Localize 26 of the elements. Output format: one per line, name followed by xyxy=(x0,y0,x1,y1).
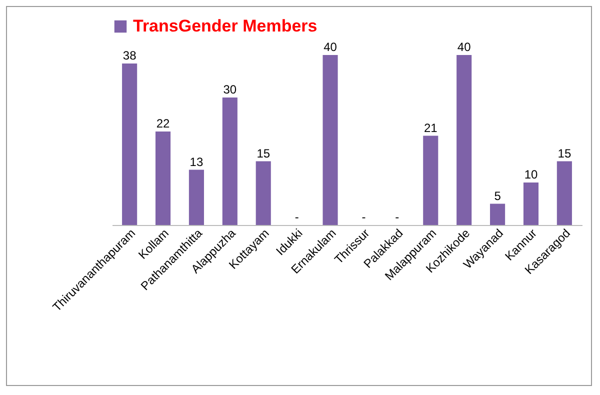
data-label: 38 xyxy=(122,48,137,62)
data-label: 10 xyxy=(524,168,538,182)
data-label: 5 xyxy=(494,188,502,203)
bar xyxy=(456,55,472,225)
data-label: 30 xyxy=(223,82,237,96)
bar xyxy=(188,170,204,225)
data-label: 40 xyxy=(457,40,472,54)
data-label: 13 xyxy=(190,154,204,169)
bar xyxy=(423,136,438,225)
data-label: 40 xyxy=(324,40,338,54)
data-label: - xyxy=(362,210,366,224)
bar xyxy=(523,182,539,225)
bar xyxy=(556,161,572,225)
data-label: 15 xyxy=(558,146,572,160)
data-label: - xyxy=(294,210,299,224)
data-label: 15 xyxy=(256,146,270,160)
data-label: 21 xyxy=(424,120,438,135)
data-label: 22 xyxy=(156,116,170,130)
bar xyxy=(256,161,271,225)
bar xyxy=(322,55,338,225)
data-label: - xyxy=(395,210,400,224)
bar xyxy=(222,98,238,225)
bar xyxy=(155,132,171,225)
legend-label: TransGender Members xyxy=(133,16,318,36)
bar xyxy=(490,204,506,225)
bar xyxy=(122,64,138,225)
